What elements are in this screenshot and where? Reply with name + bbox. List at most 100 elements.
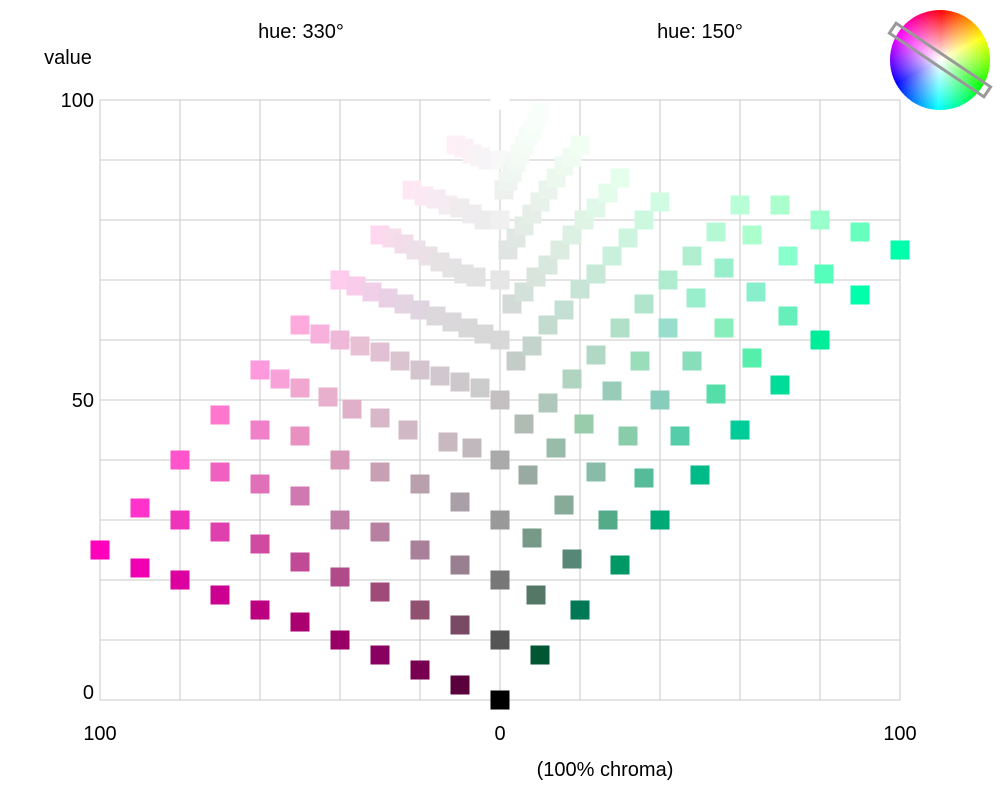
data-point-hue-330 [250, 474, 270, 494]
x-tick-label: 100 [883, 723, 916, 745]
data-point-hue-330 [370, 462, 390, 482]
data-point-hue-330 [130, 498, 150, 518]
data-point-hue-150 [554, 495, 574, 515]
data-point-hue-150 [778, 306, 798, 326]
data-point-hue-150 [810, 210, 830, 230]
data-point-hue-0 [490, 210, 510, 230]
data-point-hue-150 [546, 438, 566, 458]
data-point-hue-330 [250, 600, 270, 620]
data-point-hue-150 [574, 414, 594, 434]
x-tick-label: 0 [494, 723, 505, 745]
data-point-hue-330 [450, 555, 470, 575]
data-point-hue-330 [470, 378, 490, 398]
data-point-hue-150 [518, 465, 538, 485]
data-point-hue-330 [378, 288, 398, 308]
data-point-hue-330 [330, 330, 350, 350]
hue-selector-bar [887, 21, 993, 99]
data-point-hue-330 [250, 534, 270, 554]
data-point-hue-330 [370, 522, 390, 542]
data-point-hue-150 [526, 585, 546, 605]
data-point-hue-330 [410, 474, 430, 494]
data-point-hue-150 [670, 426, 690, 446]
data-point-hue-150 [630, 351, 650, 371]
data-point-hue-150 [770, 375, 790, 395]
x-tick-label: 100 [83, 723, 116, 745]
y-tick-label: 100 [61, 90, 94, 112]
data-point-hue-330 [290, 378, 310, 398]
data-point-hue-330 [210, 522, 230, 542]
data-point-hue-150 [742, 225, 762, 245]
data-point-hue-330 [450, 615, 470, 635]
data-point-hue-150 [658, 318, 678, 338]
data-point-hue-330 [318, 387, 338, 407]
data-point-hue-330 [310, 324, 330, 344]
data-points [90, 90, 910, 710]
data-point-hue-150 [530, 645, 550, 665]
data-point-hue-150 [618, 426, 638, 446]
data-point-hue-330 [362, 282, 382, 302]
data-point-hue-330 [170, 510, 190, 530]
hue-wheel [887, 10, 993, 110]
data-point-hue-330 [410, 660, 430, 680]
data-point-hue-0 [490, 450, 510, 470]
data-point-hue-330 [330, 510, 350, 530]
data-point-hue-150 [850, 222, 870, 242]
data-point-hue-330 [290, 612, 310, 632]
data-point-hue-330 [330, 567, 350, 587]
data-point-hue-150 [810, 330, 830, 350]
data-point-hue-150 [714, 258, 734, 278]
y-axis-label: value [44, 47, 92, 69]
data-point-hue-150 [706, 384, 726, 404]
data-point-hue-150 [610, 318, 630, 338]
data-point-hue-150 [610, 555, 630, 575]
data-point-hue-150 [658, 270, 678, 290]
data-point-hue-150 [522, 528, 542, 548]
left-hue-label: hue: 330° [258, 21, 344, 43]
data-point-hue-150 [570, 135, 590, 155]
data-point-hue-330 [210, 405, 230, 425]
data-point-hue-330 [430, 366, 450, 386]
data-point-hue-330 [290, 426, 310, 446]
data-point-hue-150 [506, 351, 526, 371]
data-point-hue-150 [714, 318, 734, 338]
data-point-hue-150 [850, 285, 870, 305]
data-point-hue-330 [290, 552, 310, 572]
data-point-hue-150 [586, 462, 606, 482]
data-point-hue-0 [490, 330, 510, 350]
data-point-hue-330 [462, 438, 482, 458]
data-point-hue-330 [370, 645, 390, 665]
data-point-hue-330 [410, 360, 430, 380]
data-point-hue-150 [586, 345, 606, 365]
data-point-hue-150 [538, 393, 558, 413]
data-point-hue-150 [562, 225, 582, 245]
data-point-hue-330 [394, 294, 414, 314]
data-point-hue-330 [346, 276, 366, 296]
data-point-hue-330 [390, 351, 410, 371]
data-point-hue-150 [514, 282, 534, 302]
data-point-hue-330 [450, 675, 470, 695]
data-point-hue-330 [442, 312, 462, 332]
right-hue-label: hue: 150° [657, 21, 743, 43]
data-point-hue-330 [426, 306, 446, 326]
data-point-hue-150 [514, 414, 534, 434]
data-point-hue-330 [342, 399, 362, 419]
data-point-hue-150 [598, 183, 618, 203]
data-point-hue-0 [490, 570, 510, 590]
x-tick-labels: 100 0 100 [83, 723, 916, 745]
x-axis-label: (100% chroma) [537, 759, 674, 781]
data-point-hue-150 [650, 510, 670, 530]
data-point-hue-0 [490, 510, 510, 530]
data-point-hue-330 [170, 450, 190, 470]
data-point-hue-330 [438, 432, 458, 452]
data-point-hue-330 [410, 540, 430, 560]
data-point-hue-150 [746, 282, 766, 302]
data-point-hue-330 [350, 336, 370, 356]
data-point-hue-150 [650, 192, 670, 212]
data-point-hue-150 [730, 420, 750, 440]
data-point-hue-330 [450, 372, 470, 392]
data-point-hue-150 [610, 168, 630, 188]
data-point-hue-150 [522, 336, 542, 356]
data-point-hue-0 [490, 390, 510, 410]
data-point-hue-150 [778, 246, 798, 266]
